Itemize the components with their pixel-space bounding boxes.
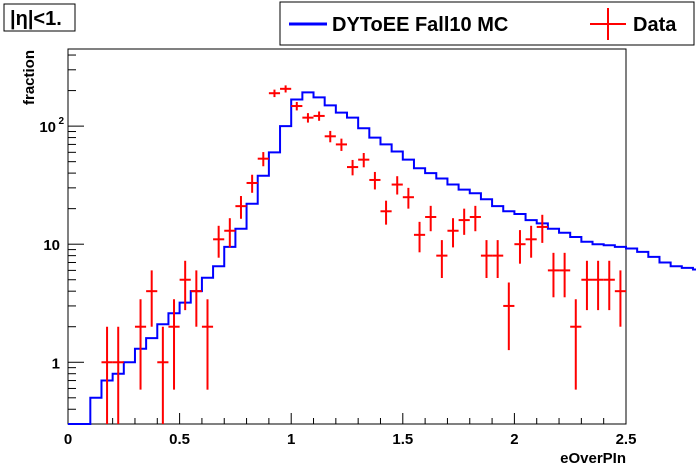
x-tick-label: 0.5 <box>169 431 190 448</box>
data-point <box>324 130 336 143</box>
data-point <box>592 260 604 311</box>
data-point <box>201 299 214 390</box>
data-point <box>525 225 537 258</box>
data-point <box>280 85 292 93</box>
data-point <box>480 240 493 279</box>
data-point <box>436 240 448 279</box>
data-point <box>369 171 381 190</box>
y-tick-exponent: 2 <box>58 116 64 127</box>
data-point <box>514 230 526 264</box>
y-tick-label: 1 <box>52 355 60 372</box>
data-point <box>146 270 158 327</box>
data-point <box>157 326 169 424</box>
data-point <box>402 187 414 209</box>
data-point <box>134 299 147 390</box>
data-point <box>547 252 560 298</box>
x-tick-label: 0 <box>64 431 72 448</box>
mc-histogram-line <box>68 91 696 425</box>
y-tick-label: 10 <box>39 119 56 136</box>
data-point <box>246 174 258 193</box>
data-point <box>425 205 437 232</box>
data-point <box>235 196 247 219</box>
data-point <box>581 260 593 311</box>
title-box <box>3 3 76 32</box>
data-point <box>536 214 548 243</box>
data-point <box>358 152 370 168</box>
data-point <box>213 225 225 258</box>
data-point <box>614 270 626 327</box>
data-point <box>458 208 470 235</box>
data-point <box>112 326 124 424</box>
data-point <box>313 111 325 121</box>
y-tick-label: 10 <box>43 237 60 254</box>
x-tick-label: 1.5 <box>392 431 413 448</box>
data-point <box>570 299 582 390</box>
x-tick-label: 1 <box>287 431 295 448</box>
data-point <box>190 270 202 327</box>
data-point <box>503 282 515 351</box>
x-tick-label: 2.5 <box>616 431 637 448</box>
x-tick-label: 2 <box>510 431 518 448</box>
data-point <box>492 240 504 279</box>
legend-data-label: Data <box>633 14 677 36</box>
data-point <box>179 260 191 311</box>
legend-mc-label: DYToEE Fall10 MC <box>332 14 508 36</box>
data-point <box>335 138 347 151</box>
data-point <box>302 113 314 123</box>
y-axis-label: fraction <box>21 50 38 105</box>
data-point <box>413 221 426 253</box>
plot-frame <box>67 48 627 425</box>
data-point <box>391 176 403 195</box>
data-point <box>168 299 180 390</box>
title-box-text: |η|<1. <box>10 8 62 30</box>
data-point <box>380 200 392 225</box>
data-point <box>469 205 481 232</box>
mc-histogram-series <box>68 91 696 425</box>
data-point <box>101 326 113 424</box>
data-point <box>257 152 269 167</box>
data-point <box>224 218 236 248</box>
data-point <box>291 101 303 111</box>
data-point <box>268 89 281 98</box>
legend: DYToEE Fall10 MC Data <box>279 1 695 46</box>
data-point <box>559 252 571 298</box>
data-point <box>347 159 359 176</box>
data-point <box>447 218 459 248</box>
x-axis-label: eOverPIn <box>560 450 626 467</box>
data-point <box>603 260 615 311</box>
data-points-series <box>101 85 626 424</box>
